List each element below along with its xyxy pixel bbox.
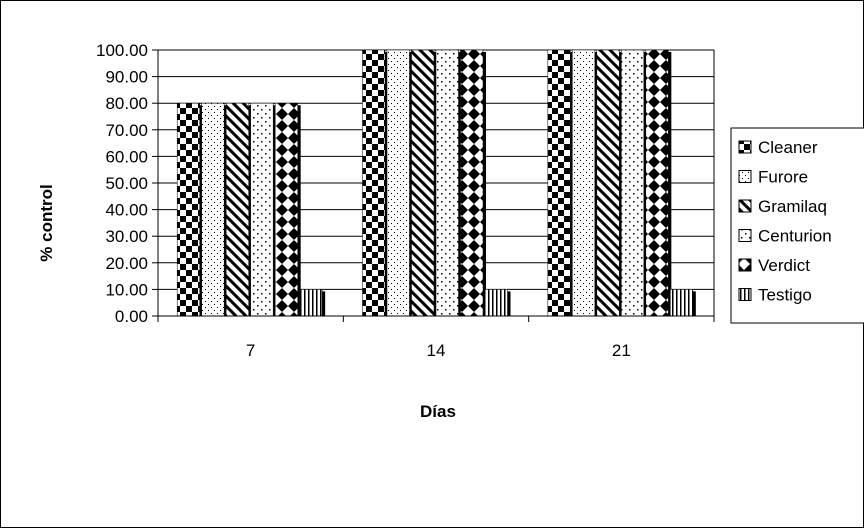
x-tick-labels: 7 14 21	[246, 341, 631, 360]
y-tick-label: 50.00	[105, 174, 148, 193]
bar-gramilaq-21	[596, 49, 620, 317]
bar-shadow	[570, 52, 574, 316]
bars	[176, 49, 696, 317]
legend-label-verdict: Verdict	[758, 256, 810, 275]
legend-swatch-cleaner	[738, 140, 752, 154]
x-tick-label: 7	[246, 341, 255, 360]
bar-shadow	[668, 52, 672, 316]
bar-furore-7	[201, 102, 225, 317]
legend-swatch-verdict	[738, 258, 752, 272]
y-tick-label: 70.00	[105, 121, 148, 140]
y-tick-label: 90.00	[105, 68, 148, 87]
axes	[152, 49, 715, 322]
legend: Cleaner Furore Gramilaq Centurion Verdict Tes…	[730, 127, 864, 324]
bar-verdict-14	[460, 49, 484, 317]
bar-shadow	[248, 105, 252, 316]
legend-swatch-centurion	[738, 229, 752, 242]
bar-cleaner-7	[176, 102, 200, 317]
legend-label-furore: Furore	[758, 168, 808, 187]
bar-centurion-14	[435, 49, 459, 317]
y-tick-label: 80.00	[105, 94, 148, 113]
y-tick-label: 100.00	[96, 41, 148, 60]
bar-shadow	[619, 52, 623, 316]
y-tick-label: 0.00	[115, 307, 148, 326]
bar-shadow	[199, 105, 203, 316]
bar-shadow	[273, 105, 277, 316]
y-axis-title: % control	[37, 184, 56, 261]
bar-gramilaq-7	[225, 102, 249, 317]
y-tick-label: 20.00	[105, 254, 148, 273]
legend-swatch-furore	[738, 170, 752, 183]
bar-shadow	[409, 52, 413, 316]
y-tick-labels: 0.00 10.00 20.00 30.00 40.00 50.00 60.00 70.00 8…	[96, 41, 148, 326]
bar-centurion-7	[250, 102, 274, 317]
bar-shadow	[692, 291, 696, 316]
bar-shadow	[507, 291, 511, 316]
bar-furore-14	[386, 49, 410, 317]
x-tick-label: 14	[427, 341, 446, 360]
y-tick-label: 60.00	[105, 147, 148, 166]
legend-swatch-gramilaq	[738, 199, 752, 213]
bar-testigo-7	[299, 289, 323, 317]
bar-testigo-21	[670, 289, 694, 317]
bar-gramilaq-14	[411, 49, 435, 317]
y-tick-label: 30.00	[105, 227, 148, 246]
x-axis-title: Días	[420, 402, 456, 421]
bar-verdict-7	[274, 102, 298, 317]
bar-shadow	[297, 105, 301, 316]
bar-shadow	[594, 52, 598, 316]
bar-testigo-14	[484, 289, 508, 317]
bar-shadow	[322, 291, 326, 316]
bar-shadow	[434, 52, 437, 316]
x-tick-label: 21	[612, 341, 631, 360]
legend-label-gramilaq: Gramilaq	[758, 197, 827, 216]
bar-shadow	[483, 52, 486, 316]
bar-furore-21	[572, 49, 596, 317]
legend-label-centurion: Centurion	[758, 227, 832, 246]
legend-swatch-testigo	[738, 288, 752, 301]
y-tick-label: 10.00	[105, 280, 148, 299]
bar-shadow	[458, 52, 462, 316]
bar-cleaner-14	[362, 49, 386, 317]
bar-centurion-21	[621, 49, 645, 317]
bar-verdict-21	[645, 49, 669, 317]
bar-shadow	[643, 52, 647, 316]
bar-shadow	[224, 105, 228, 316]
legend-label-cleaner: Cleaner	[758, 138, 818, 157]
y-tick-label: 40.00	[105, 201, 148, 220]
bar-shadow	[385, 52, 388, 316]
legend-label-testigo: Testigo	[758, 286, 812, 305]
bar-cleaner-21	[547, 49, 571, 317]
legend-box	[730, 127, 864, 324]
